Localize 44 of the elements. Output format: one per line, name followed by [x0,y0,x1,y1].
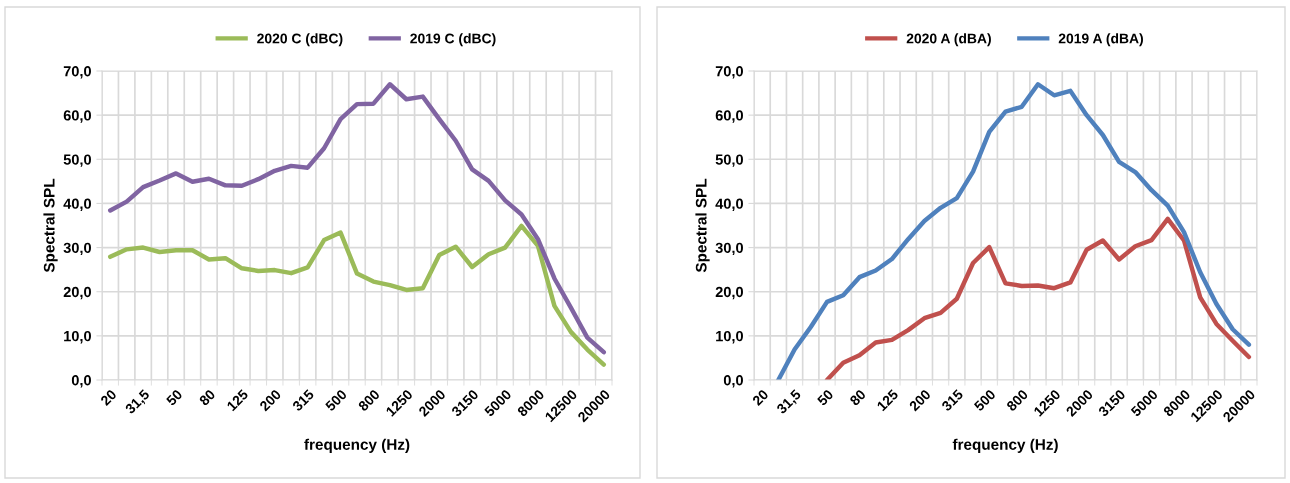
y-tick-label: 30,0 [63,242,91,256]
x-tick-label: 125 [226,388,249,412]
line-series [108,82,606,355]
y-tick-label: 0,0 [723,375,743,388]
y-tick-label: 40,0 [63,198,91,211]
y-tick-label: 40,0 [715,198,743,211]
legend-label: 2020 C (dBC) [257,33,343,47]
x-tick-label: 80 [849,388,867,407]
y-tick-label: 50,0 [715,154,743,167]
y-tick-label: 60,0 [63,110,91,123]
y-tick-label: 70,0 [63,66,91,79]
x-tick-label: 500 [973,388,997,412]
y-tick-label: 20,0 [715,286,743,300]
y-tick-label: 50,0 [63,154,91,167]
y-tick-label: 10,0 [64,330,91,344]
x-tick-label: 200 [258,388,282,412]
x-tick-label: 500 [324,388,348,412]
x-tick-label: 200 [908,388,932,412]
x-tick-label: 80 [198,388,216,407]
y-tick-label: 70,0 [715,66,743,79]
x-tick-label: 315 [940,388,964,412]
x-tick-label: 50 [816,388,834,407]
x-axis-title: frequency (Hz) [952,438,1058,453]
y-tick-label: 10,0 [716,330,743,344]
y-axis-title: Spectral SPL [43,178,58,273]
legend-label: 2019 A (dBA) [1058,33,1143,47]
x-tick-label: 800 [357,388,381,412]
x-tick-label: 20 [751,388,769,407]
x-tick-label: 20 [99,388,118,407]
legend-label: 2020 A (dBA) [906,33,991,47]
y-tick-label: 30,0 [715,242,743,256]
y-axis-title: Spectral SPL [695,178,710,273]
legend-label: 2019 C (dBC) [410,33,496,47]
x-tick-label: 315 [291,388,315,412]
line-series [776,82,1252,380]
line-series [108,223,606,367]
y-tick-label: 0,0 [71,375,91,388]
y-tick-label: 60,0 [715,110,743,123]
x-axis-title: frequency (Hz) [304,438,410,453]
x-tick-label: 125 [876,388,899,412]
x-tick-label: 800 [1005,388,1029,412]
y-tick-label: 20,0 [63,286,91,300]
line-series [824,216,1252,380]
x-tick-label: 50 [165,388,183,407]
